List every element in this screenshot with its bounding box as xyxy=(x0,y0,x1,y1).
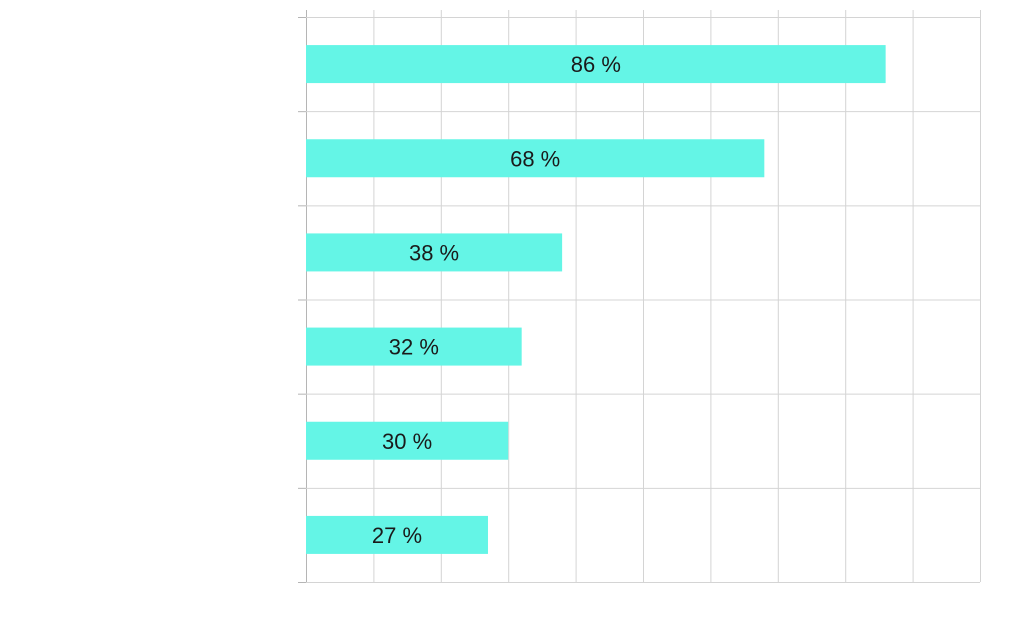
bar-data-label: 30 % xyxy=(382,429,432,454)
bar xyxy=(306,233,563,272)
bar-data-label: 68 % xyxy=(510,146,560,171)
bar-data-label: 86 % xyxy=(571,52,621,77)
chart-grid xyxy=(298,10,981,583)
bar xyxy=(306,327,522,366)
chart-bars xyxy=(306,45,886,554)
bar-data-label: 27 % xyxy=(372,523,422,548)
bar-data-label: 32 % xyxy=(389,335,439,360)
bar-data-label: 38 % xyxy=(409,240,459,265)
bar xyxy=(306,45,886,84)
bar xyxy=(306,515,488,554)
bar xyxy=(306,139,765,178)
bar xyxy=(306,421,509,460)
chart-data-labels: 86 % 68 % 38 % 32 % 30 % 27 % xyxy=(372,52,621,548)
